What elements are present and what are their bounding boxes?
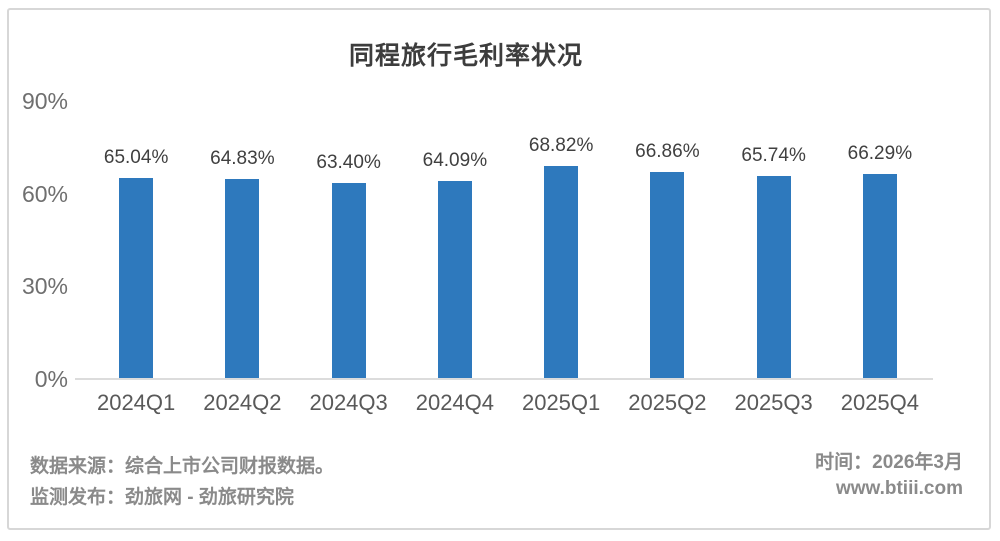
footer-source-block: 数据来源：综合上市公司财报数据。 监测发布：劲旅网 - 劲旅研究院	[30, 451, 334, 513]
bar-value-label: 66.86%	[635, 141, 700, 163]
y-axis-tick-label: 0%	[34, 366, 68, 392]
data-source-text: 数据来源：综合上市公司财报数据。	[30, 456, 335, 477]
x-axis-tick-label: 2024Q1	[96, 390, 176, 415]
bar-column: 65.74%	[721, 101, 827, 379]
bar-2024Q3	[331, 183, 366, 379]
footer-meta-block: 时间：2026年3月 www.btiii.com	[815, 450, 963, 502]
bar-2024Q1	[119, 178, 154, 379]
bar-column: 63.40%	[296, 101, 402, 379]
bar-2024Q4	[437, 181, 472, 379]
bar-column: 64.09%	[402, 101, 508, 379]
bar-2024Q2	[225, 178, 260, 379]
bar-2025Q2	[650, 172, 685, 379]
x-axis-tick-label: 2025Q1	[521, 390, 601, 415]
x-axis-tick-label: 2025Q3	[734, 390, 813, 415]
publisher-text: 监测发布：劲旅网 - 劲旅研究院	[30, 487, 294, 508]
bar-value-label: 68.82%	[528, 135, 594, 157]
x-axis-tick-label: 2025Q4	[840, 390, 920, 415]
x-axis-tick-label: 2024Q3	[309, 390, 388, 415]
y-axis-tick-label: 60%	[21, 180, 68, 207]
bar-column: 65.04%	[83, 101, 189, 379]
bar-value-label: 64.09%	[422, 150, 488, 172]
bar-value-label: 64.83%	[210, 147, 275, 169]
bar-2025Q4	[862, 174, 897, 379]
bar-column: 68.82%	[508, 101, 614, 379]
bar-2025Q1	[544, 166, 579, 379]
x-axis-tick-label: 2025Q2	[628, 390, 707, 415]
plot-area: 65.04% 64.83% 63.40% 64.09% 68.82% 66.86% 65.7…	[83, 101, 933, 379]
bar-2025Q3	[756, 175, 791, 379]
website-text: www.btiii.com	[835, 478, 963, 499]
chart-title: 同程旅行毛利率状况	[348, 42, 583, 70]
bar-column: 64.83%	[189, 101, 295, 379]
bar-column: 66.86%	[614, 101, 720, 379]
bar-value-label: 63.40%	[316, 152, 381, 174]
bar-value-label: 66.29%	[847, 143, 913, 165]
y-axis-tick-label: 30%	[21, 273, 68, 300]
bar-column: 66.29%	[827, 101, 933, 379]
x-axis-line	[75, 378, 933, 380]
time-text: 时间：2026年3月	[815, 452, 963, 473]
x-axis-tick-label: 2024Q2	[203, 390, 282, 415]
bar-value-label: 65.74%	[741, 144, 806, 166]
bar-value-label: 65.04%	[103, 147, 169, 169]
y-axis-tick-label: 90%	[21, 88, 68, 114]
x-axis-tick-label: 2024Q4	[415, 390, 495, 415]
